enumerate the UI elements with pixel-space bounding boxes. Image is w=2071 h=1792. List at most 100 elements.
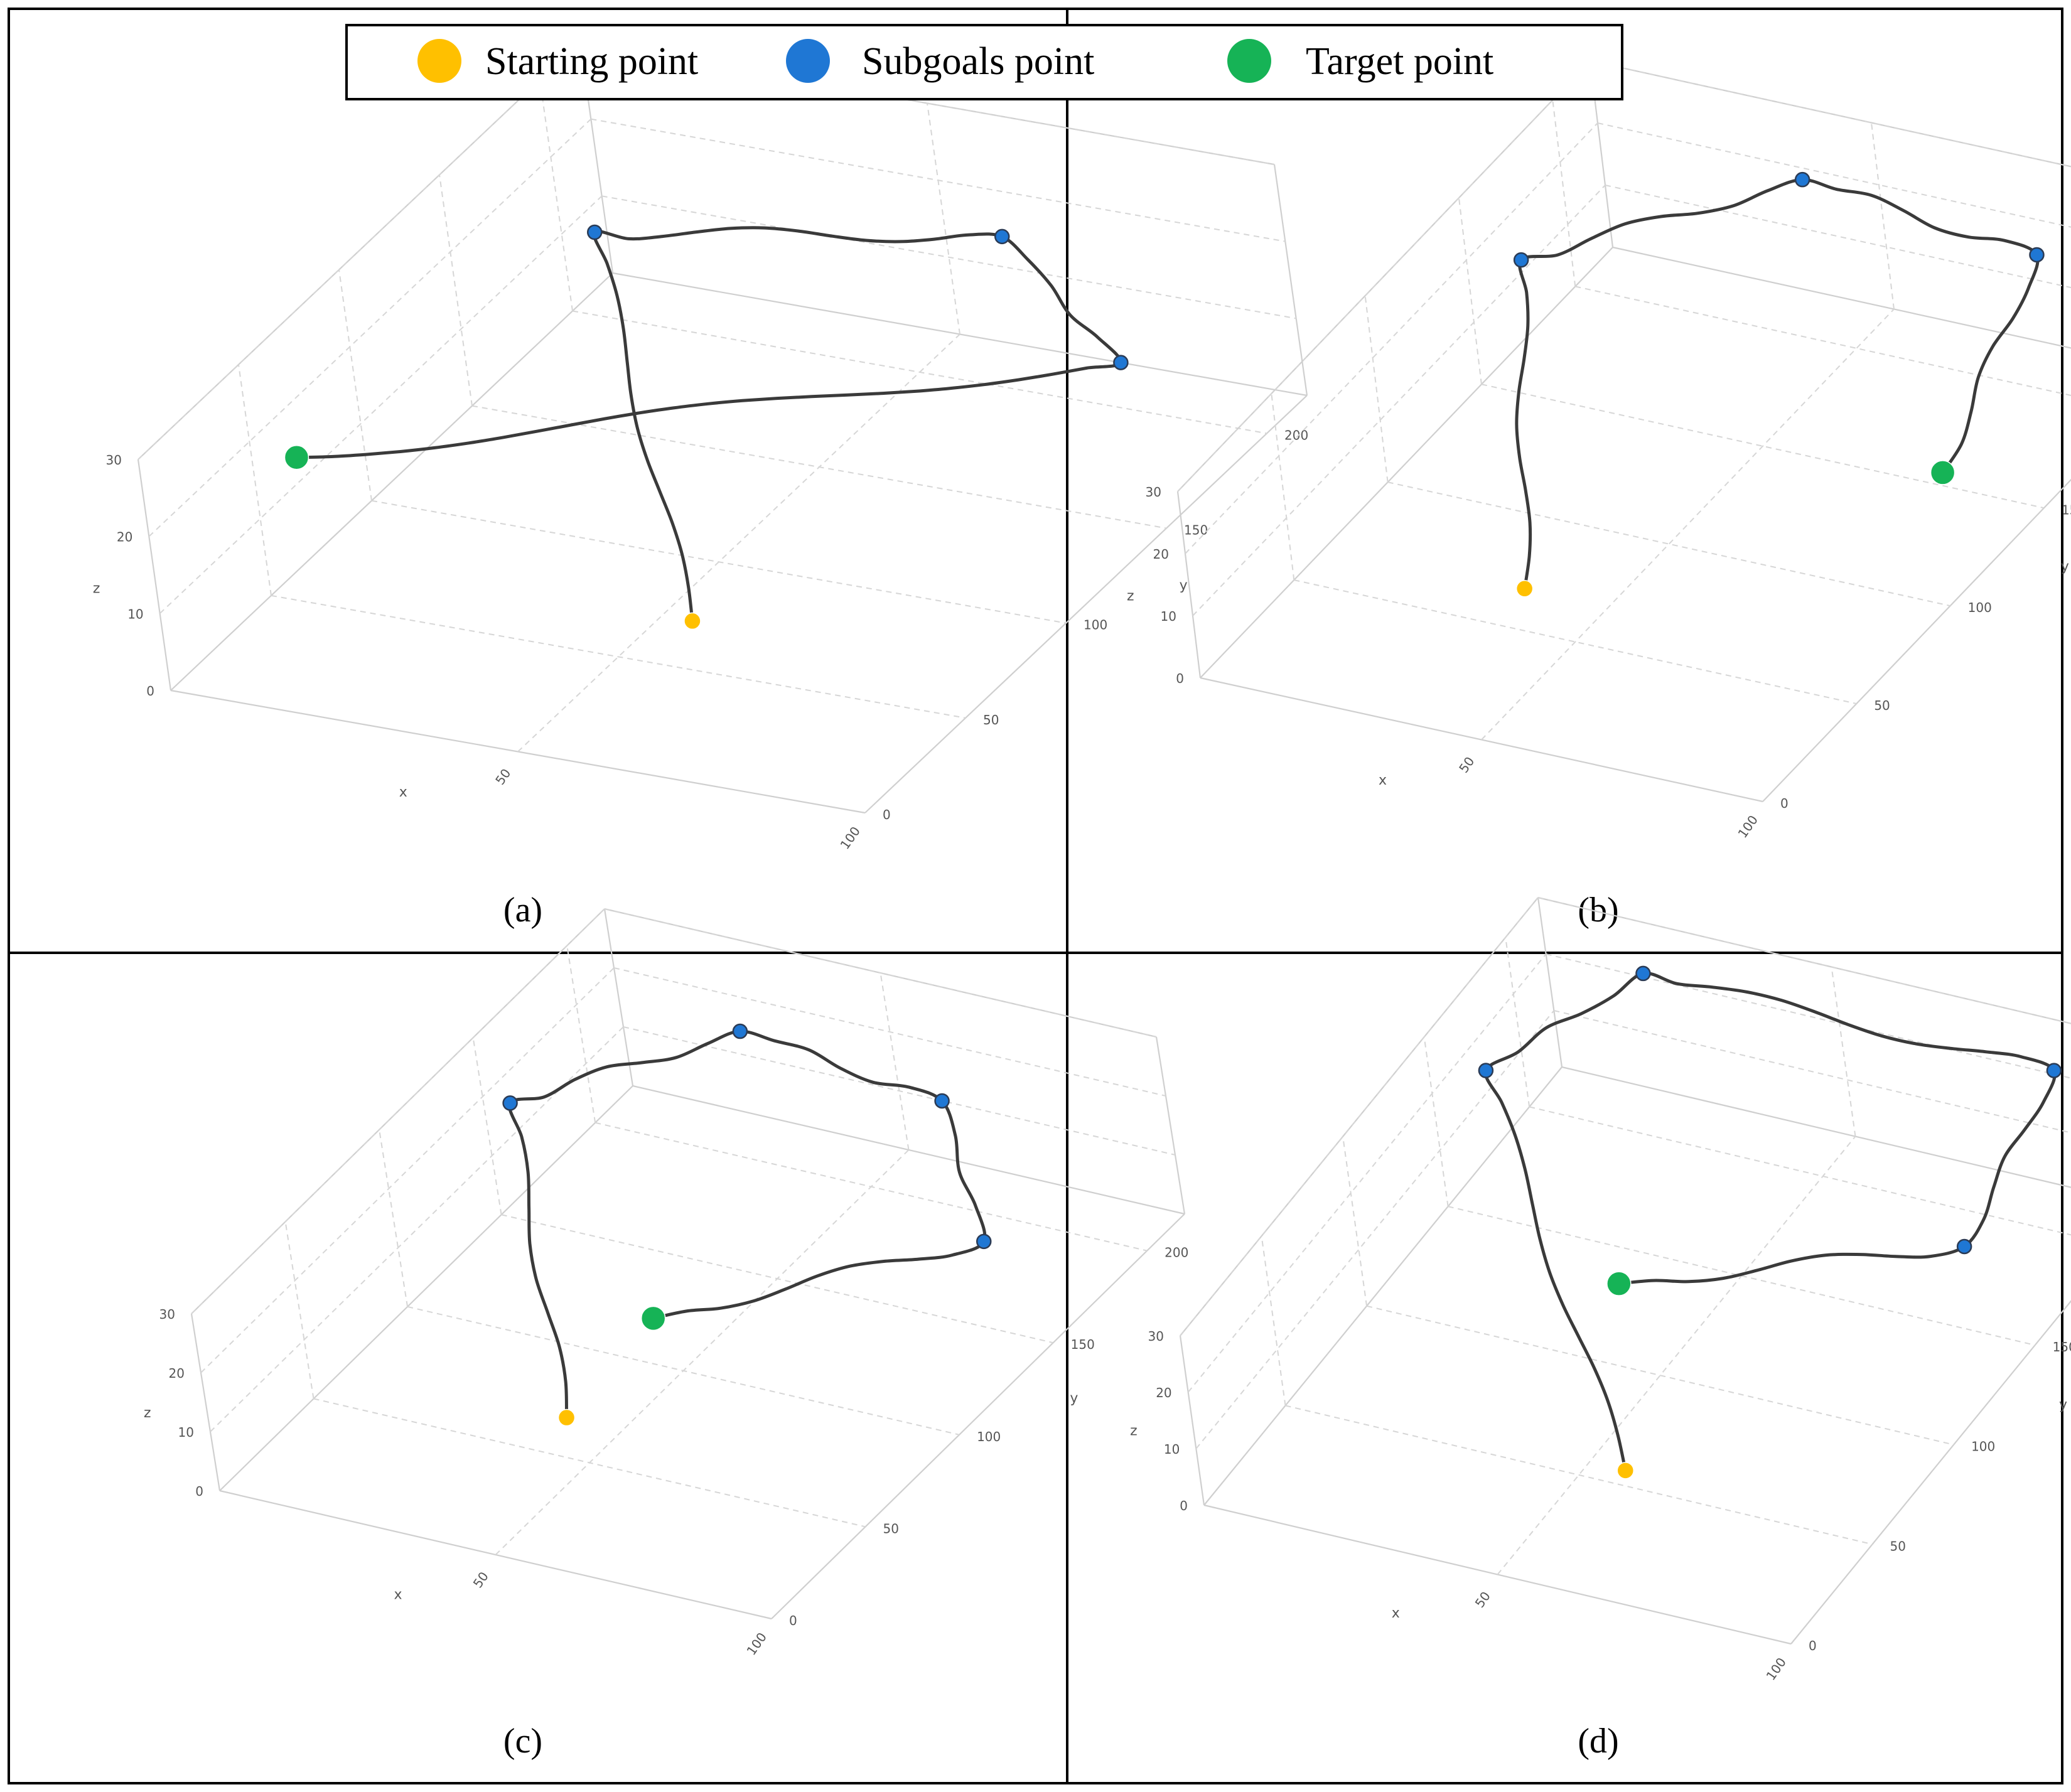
grid-wall-y: [539, 80, 573, 311]
grid-back-z: [1554, 1010, 2071, 1134]
floor-edge-x-back: [1612, 246, 2071, 349]
wall-edge-z-back: [1273, 164, 1308, 396]
z-tick-label: 20: [169, 1366, 185, 1381]
grid-wall-y: [1342, 1136, 1368, 1306]
grid-wall-z: [1192, 185, 1606, 616]
z-tick-label: 30: [106, 453, 122, 468]
x-tick-label: 100: [1735, 812, 1761, 840]
subgoal-point: [1478, 1063, 1494, 1078]
legend-target-marker: [1227, 39, 1271, 83]
subgoal-point: [1113, 355, 1129, 370]
target-point: [284, 444, 309, 470]
floor-edge-y-right: [864, 395, 1308, 813]
subgoal-point: [2046, 1063, 2062, 1078]
x-tick-label: 50: [470, 1569, 492, 1591]
wall-edge-z-front: [190, 1313, 221, 1491]
y-tick-label: 0: [1809, 1638, 1817, 1653]
panel-caption: (b): [1578, 891, 1618, 930]
grid-floor-y: [271, 594, 966, 719]
z-axis-title: z: [144, 1405, 151, 1421]
x-axis-title: x: [399, 785, 407, 800]
grid-wall-x: [1871, 122, 1895, 309]
subgoal-point: [2029, 247, 2045, 263]
subgoal-point: [934, 1093, 950, 1109]
subgoal-point: [1513, 252, 1529, 268]
grid-wall-z: [1187, 953, 1547, 1393]
grid-back-z: [623, 1026, 1176, 1156]
grid-floor-y: [1294, 579, 1857, 705]
legend-box: [345, 24, 1623, 100]
grid-wall-z: [1180, 897, 1539, 1336]
legend-subgoal-label: Subgoals point: [862, 40, 1094, 83]
y-tick-label: 200: [1165, 1245, 1188, 1260]
legend-start-label: Starting point: [485, 40, 698, 83]
z-axis-title: z: [1127, 588, 1134, 604]
legend-subgoal-marker: [786, 39, 830, 83]
floor-edge-y-right: [1762, 478, 2071, 802]
floor-edge-y-left: [170, 272, 613, 691]
x-axis-title: x: [394, 1587, 402, 1603]
grid-wall-z: [148, 118, 592, 537]
legend: Starting point Subgoals point Target poi…: [345, 24, 1623, 100]
legend-start-marker: [417, 39, 461, 83]
y-tick-label: 0: [883, 807, 891, 822]
grid-wall-x: [927, 103, 960, 335]
subgoal-point: [732, 1023, 748, 1039]
z-tick-label: 20: [1153, 547, 1169, 562]
target-point: [1930, 460, 1955, 485]
grid-floor-x: [1497, 1135, 1856, 1575]
panel-d: 0 10 20 30 50 100 0 50 100 150 200 z x y (d): [1130, 896, 2071, 1761]
grid-floor-x: [517, 333, 960, 753]
grid-wall-x: [880, 972, 910, 1151]
grid-wall-y: [338, 269, 372, 501]
panel-b: 0 10 20 30 50 100 0 50 100 150 200 z x y (b): [1127, 60, 2071, 930]
x-tick-label: 100: [837, 824, 863, 852]
y-axis-title: y: [2061, 559, 2069, 575]
wall-edge-z-corner: [1537, 897, 1563, 1068]
grid-wall-z: [1185, 122, 1598, 554]
z-tick-label: 10: [178, 1425, 194, 1440]
z-tick-label: 30: [1146, 485, 1161, 500]
z-tick-label: 30: [159, 1307, 175, 1322]
x-tick-label: 50: [1472, 1589, 1493, 1611]
z-tick-label: 10: [1164, 1442, 1180, 1457]
x-tick-label: 100: [743, 1629, 770, 1658]
subgoal-point: [502, 1095, 518, 1111]
start-point: [1515, 580, 1534, 598]
y-tick-label: 0: [1780, 796, 1789, 811]
trajectory-line: [1483, 972, 2057, 1473]
y-tick-label: 50: [1874, 698, 1890, 713]
start-point: [557, 1408, 576, 1427]
grid-floor-y: [1366, 1305, 1954, 1446]
x-axis-title: x: [1379, 773, 1387, 788]
grid-wall-y: [284, 1221, 315, 1399]
grid-wall-z: [1195, 1010, 1555, 1449]
z-tick-label: 10: [127, 606, 143, 621]
y-tick-label: 150: [2053, 1339, 2071, 1355]
grid-floor-x: [495, 1149, 910, 1555]
grid-wall-y: [238, 364, 272, 596]
y-tick-label: 50: [883, 1521, 899, 1536]
x-axis-title: x: [1392, 1606, 1400, 1621]
grid-floor-x: [1481, 308, 1895, 741]
grid-wall-y: [1552, 100, 1576, 287]
figure-frame: [8, 8, 2063, 1784]
grid-back-z: [579, 41, 1275, 165]
z-tick-label: 0: [1180, 1498, 1188, 1513]
wall-edge-z-front: [1176, 491, 1202, 679]
y-tick-label: 100: [1971, 1439, 1995, 1454]
target-point: [640, 1306, 666, 1331]
target-point: [1606, 1271, 1632, 1296]
grid-wall-y: [1505, 937, 1530, 1107]
trajectory-line: [1515, 178, 2040, 591]
floor-edge-y-left: [219, 1085, 633, 1491]
trajectory-line: [295, 226, 1122, 623]
start-point: [1616, 1462, 1635, 1479]
grid-wall-z: [159, 195, 603, 614]
y-tick-label: 100: [1968, 600, 1992, 615]
trajectory-line: [508, 1029, 987, 1420]
z-tick-label: 30: [1148, 1329, 1164, 1344]
grid-back-z: [1546, 953, 2071, 1079]
